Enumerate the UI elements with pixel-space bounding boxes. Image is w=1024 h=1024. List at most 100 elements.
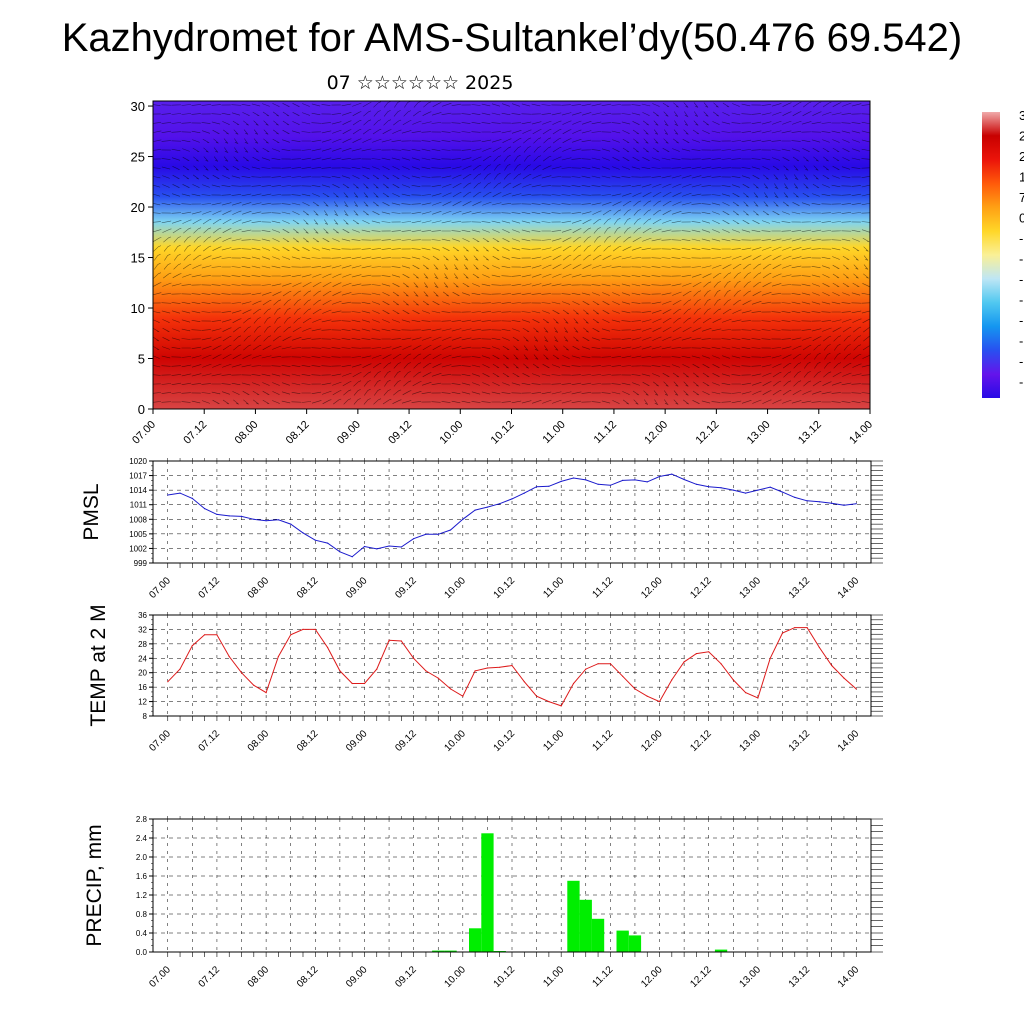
temp2m-point bbox=[572, 682, 575, 685]
x-tick-label: 14.00 bbox=[836, 964, 862, 990]
x-tick-label: 14.00 bbox=[836, 575, 862, 601]
x-tick-label: 07.12 bbox=[197, 728, 223, 754]
x-tick-label: 08.12 bbox=[295, 964, 321, 990]
x-tick-label: 10.00 bbox=[442, 964, 468, 990]
precip-panel bbox=[149, 816, 883, 957]
pmsl-point bbox=[474, 509, 476, 511]
x-tick-label: 08.00 bbox=[233, 419, 261, 447]
temp2m-point bbox=[462, 695, 464, 697]
pmsl-point bbox=[683, 478, 685, 481]
precip-frame bbox=[152, 818, 872, 953]
x-tick-label: 12.00 bbox=[639, 728, 665, 754]
pmsl-point bbox=[671, 473, 673, 475]
x-tick-label: 09.12 bbox=[393, 728, 419, 754]
y-tick-label: 2.0 bbox=[136, 853, 148, 862]
pmsl-point bbox=[757, 489, 759, 491]
colorbar-label: - bbox=[1019, 252, 1023, 267]
y-tick-label: 2.8 bbox=[136, 815, 148, 824]
temp2m-point bbox=[781, 632, 784, 634]
temp2m-point bbox=[302, 628, 304, 631]
pmsl-point bbox=[277, 519, 279, 521]
temp2m-point bbox=[597, 663, 599, 665]
temp2m-point bbox=[548, 701, 550, 703]
y-tick-label: 28 bbox=[138, 640, 147, 649]
x-tick-label: 09.00 bbox=[344, 728, 370, 754]
x-tick-label: 08.00 bbox=[246, 964, 272, 990]
temp2m-point bbox=[855, 688, 857, 690]
temp2m-point bbox=[216, 634, 218, 636]
y-tick-label: 2.4 bbox=[136, 834, 148, 843]
y-tick-label: 1011 bbox=[130, 501, 148, 510]
x-tick-label: 11.12 bbox=[592, 419, 619, 446]
x-tick-label: 10.00 bbox=[437, 419, 465, 447]
temp2m-point bbox=[695, 653, 698, 655]
temp2m-point bbox=[708, 651, 710, 653]
x-tick-label: 09.00 bbox=[335, 419, 363, 447]
y-tick-label: 999 bbox=[134, 559, 148, 568]
x-tick-label: 10.12 bbox=[492, 728, 518, 754]
x-tick-label: 13.00 bbox=[738, 575, 764, 601]
pmsl-point bbox=[499, 503, 501, 505]
x-tick-label: 11.12 bbox=[591, 575, 616, 600]
pmsl-point bbox=[695, 483, 698, 485]
temp2m-point bbox=[363, 682, 366, 685]
temp2m-point bbox=[388, 639, 390, 641]
y-tick-label: 25 bbox=[131, 150, 145, 165]
x-tick-label: 11.12 bbox=[591, 728, 616, 753]
temp2m-point bbox=[720, 663, 722, 665]
precip-bar bbox=[469, 928, 482, 953]
temp2m-point bbox=[609, 663, 612, 665]
temp2m-point bbox=[253, 684, 255, 686]
x-tick-label: 07.00 bbox=[147, 964, 173, 990]
temp2m-point bbox=[314, 628, 316, 631]
x-tick-label: 12.12 bbox=[688, 964, 714, 990]
temp2m-point bbox=[622, 675, 624, 677]
x-tick-label: 07.00 bbox=[130, 419, 158, 447]
x-tick-label: 11.00 bbox=[541, 575, 566, 600]
x-tick-label: 07.12 bbox=[197, 964, 223, 990]
colorbar-label: 1 bbox=[1019, 170, 1024, 185]
x-tick-label: 08.00 bbox=[246, 575, 272, 601]
y-tick-label: 1017 bbox=[129, 472, 147, 481]
pmsl-panel bbox=[149, 458, 883, 568]
x-tick-label: 13.12 bbox=[787, 964, 813, 990]
x-tick-label: 07.12 bbox=[181, 419, 209, 447]
pmsl-point bbox=[769, 486, 771, 488]
precip-bar bbox=[432, 950, 445, 952]
wind-barbs bbox=[153, 101, 870, 406]
x-tick-label: 13.12 bbox=[787, 575, 813, 601]
temp2m-point bbox=[474, 670, 476, 672]
temp2m-point bbox=[843, 677, 845, 679]
temp2m-frame bbox=[152, 614, 872, 717]
x-tick-label: 07.00 bbox=[147, 728, 173, 754]
x-tick-label: 10.12 bbox=[489, 419, 517, 447]
pmsl-point bbox=[351, 556, 353, 558]
precip-bar bbox=[616, 930, 629, 952]
temp2m-point bbox=[167, 681, 169, 683]
y-tick-label: 5 bbox=[138, 352, 145, 367]
pmsl-axis-label: PMSL bbox=[80, 483, 103, 540]
pmsl-point bbox=[511, 498, 513, 500]
temp2m-point bbox=[794, 627, 796, 629]
pmsl-point bbox=[560, 480, 562, 482]
pmsl-point bbox=[806, 500, 808, 502]
y-tick-label: 16 bbox=[138, 683, 147, 692]
temp2m-point bbox=[240, 672, 243, 674]
temp2m-panel bbox=[149, 612, 883, 721]
colorbar bbox=[982, 112, 1000, 398]
precip-bar bbox=[444, 950, 457, 952]
pmsl-point bbox=[240, 515, 243, 518]
pmsl-frame bbox=[152, 460, 872, 564]
pmsl-point bbox=[732, 489, 734, 491]
x-tick-label: 13.00 bbox=[738, 728, 764, 754]
temp2m-point bbox=[745, 692, 747, 694]
pmsl-point bbox=[536, 486, 538, 488]
x-tick-label: 14.00 bbox=[836, 728, 862, 754]
y-tick-label: 32 bbox=[138, 625, 147, 634]
pmsl-point bbox=[818, 501, 821, 503]
x-tick-label: 12.12 bbox=[688, 728, 714, 754]
temp2m-point bbox=[449, 688, 452, 690]
temp2m-point bbox=[831, 664, 833, 667]
pmsl-point bbox=[191, 497, 193, 499]
